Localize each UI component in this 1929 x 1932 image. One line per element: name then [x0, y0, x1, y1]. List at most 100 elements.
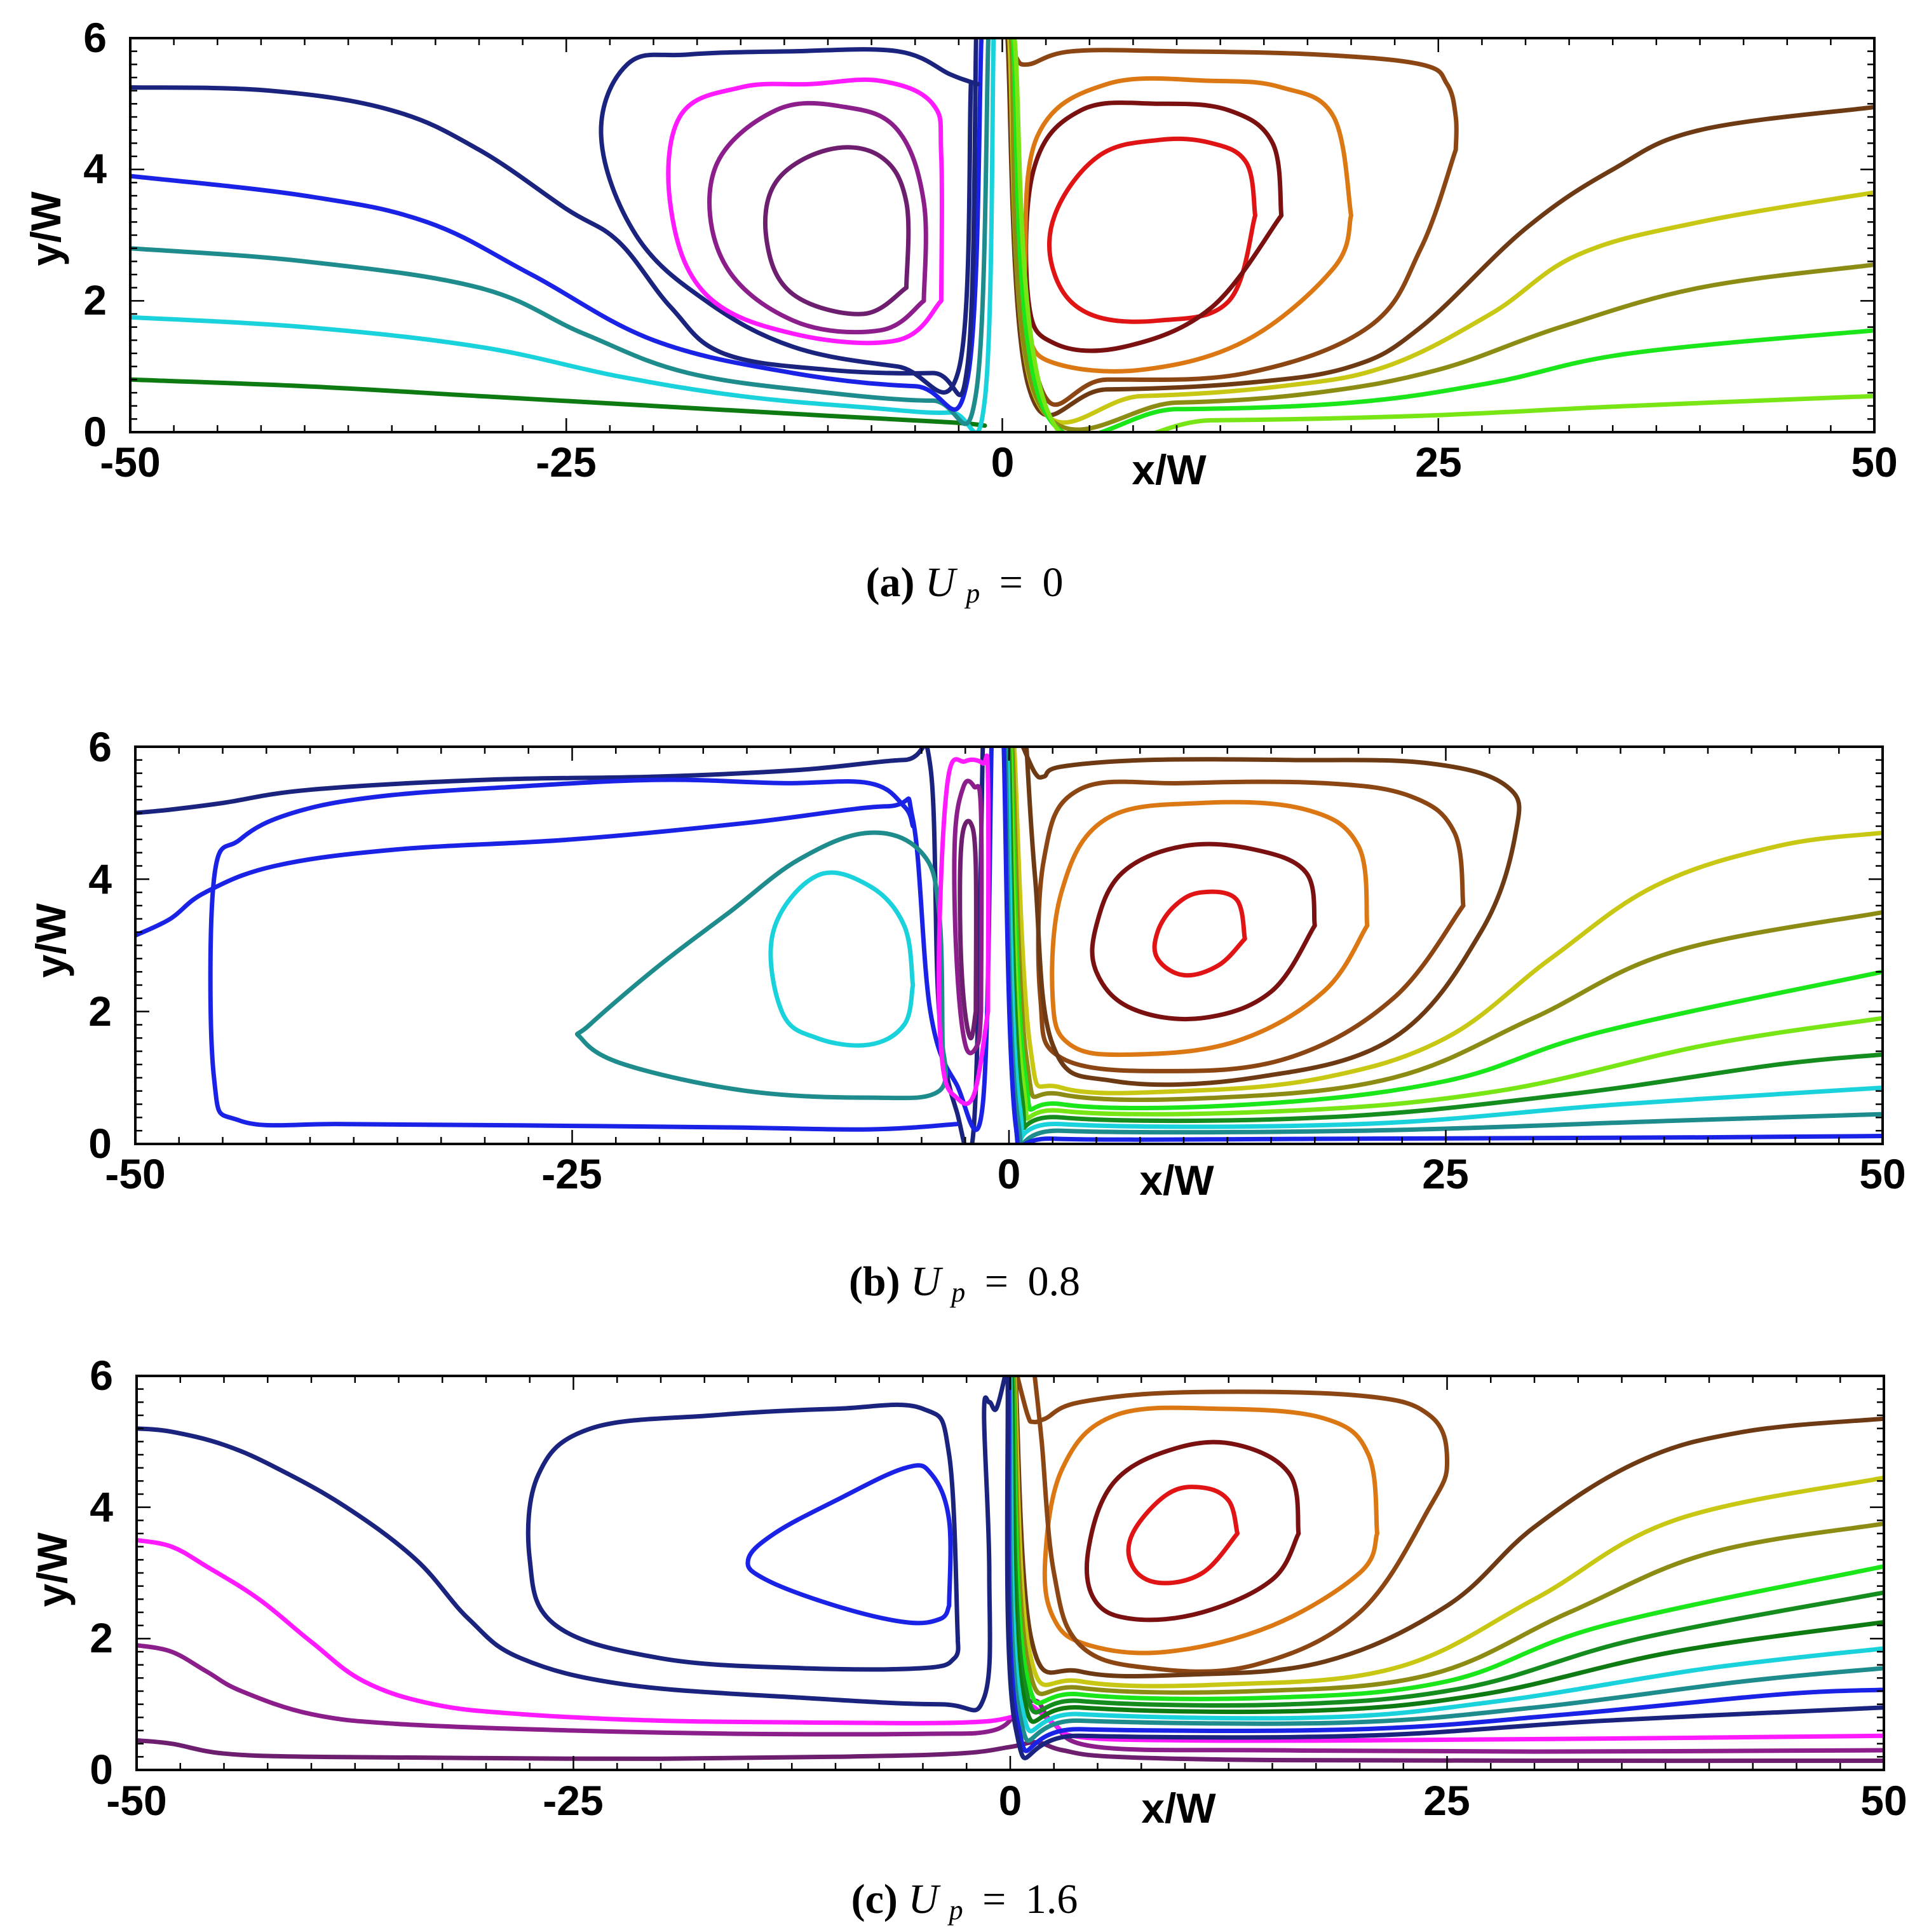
streamline-14	[1012, 747, 1883, 1096]
y-axis-label: y/W	[22, 191, 69, 266]
panel-a: -50 -25 0 25 50 0 2 4 6 x/W y/W (a) U p …	[22, 14, 1898, 612]
streamline-1	[137, 1738, 1884, 1764]
streamline-12	[1022, 76, 1353, 374]
streamline-6	[599, 47, 980, 395]
x-axis-label: x/W	[1132, 446, 1207, 493]
ytick-label: 4	[83, 145, 107, 192]
plot-frame-c	[135, 1375, 1885, 1771]
streamline-4	[137, 1376, 1008, 1713]
ytick-label: 4	[90, 1483, 113, 1530]
streamline-3	[130, 38, 991, 426]
streamline-19	[1005, 747, 1883, 1142]
xtick-label: 25	[1422, 1150, 1468, 1197]
xtick-label: -25	[536, 439, 596, 486]
caption-subscript: p	[947, 1895, 963, 1926]
streamline-1	[130, 377, 987, 428]
y-axis-label: y/W	[29, 1532, 76, 1607]
caption-letter: (b)	[849, 1258, 900, 1305]
xtick-label: -25	[543, 1777, 603, 1824]
streamline-4	[574, 830, 949, 1101]
xtick-label: 25	[1423, 1777, 1470, 1824]
xtick-label: 0	[999, 1777, 1022, 1824]
caption-variable: U	[925, 559, 958, 606]
caption-letter: (a)	[866, 559, 915, 606]
streamline-20	[1005, 1376, 1884, 1760]
x-axis-label: x/W	[1139, 1157, 1214, 1204]
xtick-label: 0	[998, 1150, 1021, 1197]
streamline-3	[137, 1537, 1884, 1743]
ytick-label: 2	[88, 988, 112, 1035]
streamline-16	[1008, 747, 1883, 1112]
xtick-label: 50	[1851, 439, 1897, 486]
plot-frame-b	[134, 745, 1884, 1145]
streamline-9	[1042, 1405, 1379, 1656]
streamlines-b	[135, 747, 1883, 1144]
xtick-label: -50	[100, 439, 160, 486]
plot-frame-a	[129, 37, 1876, 433]
streamline-13	[1006, 38, 1459, 407]
caption-equals: =	[999, 559, 1023, 606]
streamline-7	[952, 779, 984, 1056]
streamline-10	[1090, 841, 1317, 1022]
caption-equals: =	[982, 1876, 1006, 1922]
streamline-15	[1010, 747, 1883, 1103]
caption-subscript: p	[964, 578, 980, 609]
streamline-14	[1005, 38, 1874, 418]
streamline-8	[958, 819, 978, 1040]
streamline-18	[1007, 1376, 1884, 1743]
streamline-13	[1020, 747, 1522, 1087]
caption-a: (a) U p = 0	[866, 559, 1064, 612]
streamline-5	[525, 1402, 961, 1672]
caption-value: 0	[1042, 559, 1063, 606]
caption-variable: U	[908, 1876, 941, 1922]
caption-subscript: p	[949, 1277, 965, 1308]
streamline-5	[768, 870, 916, 1048]
xtick-label: -25	[541, 1150, 602, 1197]
streamline-2	[137, 1643, 1884, 1754]
caption-value: 1.6	[1025, 1876, 1078, 1922]
streamline-16	[1008, 38, 1874, 432]
y-axis-label: y/W	[27, 903, 74, 978]
streamline-9	[1152, 889, 1247, 978]
streamline-17	[1007, 747, 1883, 1121]
xtick-label: 0	[991, 439, 1015, 486]
streamline-6	[745, 1463, 953, 1626]
streamline-6	[937, 753, 991, 1106]
xtick-label: 50	[1860, 1777, 1907, 1824]
xtick-label: -50	[105, 1150, 165, 1197]
streamlines-c	[137, 1376, 1884, 1764]
xtick-label: 50	[1859, 1150, 1905, 1197]
streamline-8	[707, 100, 928, 335]
streamline-12	[1012, 1376, 1884, 1689]
ytick-label: 6	[88, 723, 112, 770]
streamline-15	[1007, 38, 1874, 425]
panel-b: -50 -25 0 25 50 0 2 4 6 x/W y/W (b) U p …	[27, 723, 1906, 1311]
streamline-2	[135, 747, 994, 1133]
xtick-label: 25	[1415, 439, 1461, 486]
ytick-label: 6	[83, 14, 107, 61]
ytick-label: 4	[88, 855, 112, 902]
streamline-13	[1012, 1376, 1884, 1696]
caption-letter: (c)	[851, 1876, 898, 1922]
streamline-12	[1036, 779, 1466, 1073]
xtick-label: -50	[106, 1777, 166, 1824]
ytick-label: 6	[90, 1352, 113, 1399]
streamline-18	[1006, 747, 1883, 1131]
streamline-14	[1010, 1376, 1884, 1706]
streamline-15	[1010, 1376, 1884, 1715]
streamline-17	[1010, 38, 1874, 432]
ytick-label: 0	[88, 1120, 112, 1167]
ytick-label: 0	[83, 408, 107, 455]
streamline-18	[1012, 38, 1874, 432]
caption-variable: U	[910, 1258, 944, 1305]
ytick-label: 2	[90, 1614, 113, 1661]
streamline-3	[208, 777, 959, 1132]
caption-b: (b) U p = 0.8	[849, 1258, 1080, 1311]
streamline-11	[1024, 100, 1284, 353]
streamline-9	[762, 145, 911, 316]
streamline-11	[1013, 1376, 1884, 1679]
streamline-8	[1085, 1439, 1301, 1622]
streamlines-a	[130, 38, 1874, 432]
caption-equals: =	[985, 1258, 1008, 1305]
